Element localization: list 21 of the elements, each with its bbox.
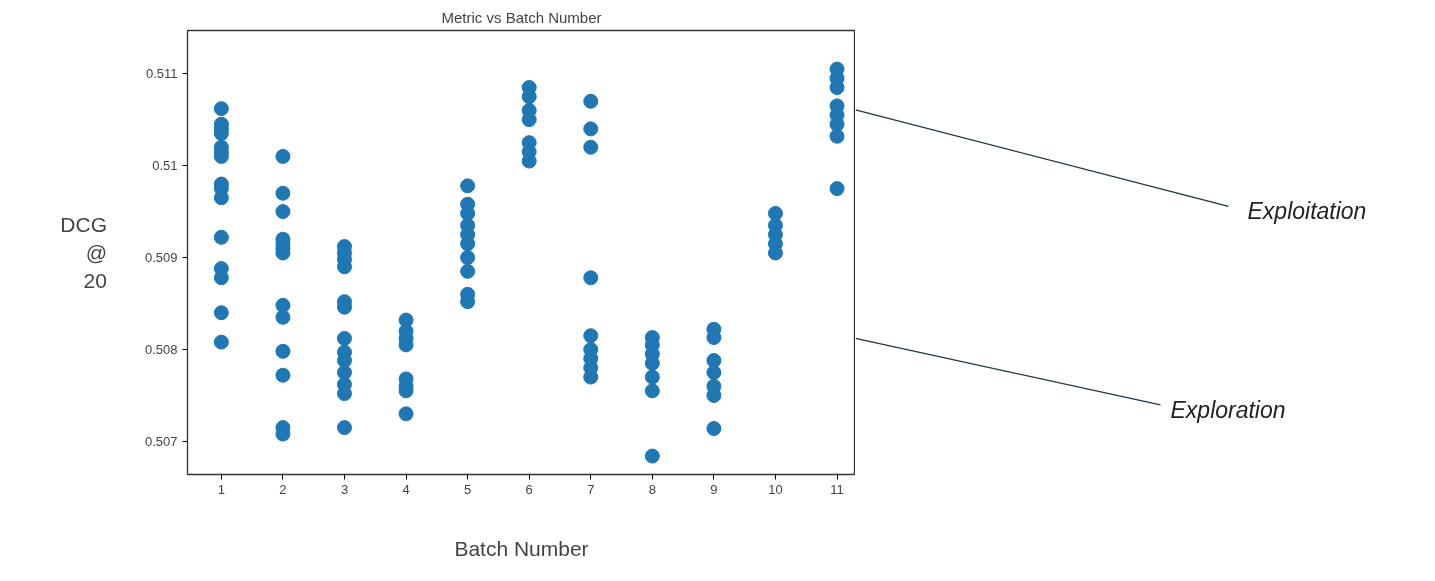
x-tick-label: 4 bbox=[402, 481, 410, 497]
y-tick-label: 0.511 bbox=[145, 66, 178, 82]
chart-title: Metric vs Batch Number bbox=[441, 8, 602, 26]
x-tick-label: 2 bbox=[279, 481, 287, 497]
y-tick-label: 0.509 bbox=[144, 250, 178, 266]
x-tick-label: 10 bbox=[768, 481, 783, 497]
y-tick-label: 0.508 bbox=[144, 341, 178, 357]
x-tick-label: 11 bbox=[830, 481, 844, 497]
x-tick-label: 1 bbox=[217, 481, 225, 497]
x-tick-label: 9 bbox=[710, 481, 718, 497]
x-axis-title: Batch Number bbox=[454, 536, 589, 560]
x-tick-label: 6 bbox=[525, 481, 533, 497]
text: Exploitation bbox=[1247, 197, 1367, 224]
x-tick-label: 5 bbox=[464, 481, 472, 497]
x-tick-label: 7 bbox=[587, 481, 595, 497]
y-axis-title: DCG @ 20 bbox=[60, 213, 107, 292]
y-tick-label: 0.51 bbox=[152, 158, 178, 174]
y-tick-label: 0.507 bbox=[144, 433, 178, 449]
text: Exploration bbox=[1170, 397, 1286, 424]
x-tick-label: 3 bbox=[340, 481, 349, 497]
x-tick-label: 8 bbox=[648, 481, 656, 497]
